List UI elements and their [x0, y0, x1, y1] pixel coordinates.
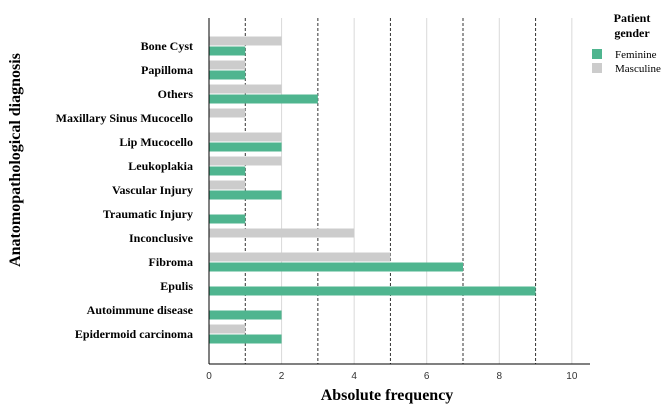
legend-label-feminine: Feminine [615, 49, 657, 61]
bars [209, 36, 536, 344]
bar-feminine-5 [209, 166, 246, 176]
bar-masculine-12 [209, 324, 246, 334]
category-label-9: Fibroma [149, 255, 193, 269]
x-axis-title: Absolute frequency [321, 387, 454, 404]
bar-feminine-11 [209, 310, 282, 320]
category-labels: Bone Cyst Papilloma Others Maxillary Sinus … [56, 39, 194, 341]
category-label-8: Inconclusive [129, 231, 194, 245]
bar-masculine-1 [209, 60, 246, 70]
bar-masculine-8 [209, 228, 355, 238]
category-label-12: Epidermoid carcinoma [75, 327, 193, 341]
bar-masculine-4 [209, 132, 282, 142]
legend: Patient gender Feminine Masculine [592, 11, 661, 75]
category-label-0: Bone Cyst [141, 39, 193, 53]
category-label-1: Papilloma [141, 63, 193, 77]
bar-feminine-4 [209, 142, 282, 152]
bar-feminine-9 [209, 262, 463, 272]
bar-feminine-6 [209, 190, 282, 200]
bar-masculine-3 [209, 108, 246, 118]
bar-feminine-0 [209, 46, 246, 56]
category-label-2: Others [158, 87, 194, 101]
bar-masculine-2 [209, 84, 282, 94]
bar-feminine-2 [209, 94, 318, 104]
bar-feminine-7 [209, 214, 246, 224]
x-tick-label-4: 4 [351, 371, 357, 382]
bar-feminine-1 [209, 70, 246, 80]
category-label-6: Vascular Injury [112, 183, 193, 197]
legend-swatch-masculine [592, 63, 602, 73]
bar-feminine-10 [209, 286, 536, 296]
legend-title: Patient gender [614, 11, 651, 40]
y-axis-title: Anatomopathological diagnosis [7, 53, 24, 267]
bar-masculine-9 [209, 252, 391, 262]
x-tick-label-8: 8 [497, 371, 503, 382]
x-tick-label-6: 6 [424, 371, 430, 382]
x-tick-label-10: 10 [566, 371, 578, 382]
grid-lines [244, 18, 573, 364]
category-label-11: Autoimmune disease [87, 303, 194, 317]
x-tick-labels: 0 2 4 6 8 10 [206, 371, 578, 382]
bar-masculine-6 [209, 180, 246, 190]
bar-masculine-5 [209, 156, 282, 166]
bar-masculine-0 [209, 36, 282, 46]
legend-swatch-feminine [592, 49, 602, 59]
category-label-10: Epulis [160, 279, 193, 293]
category-label-5: Leukoplakia [128, 159, 193, 173]
category-label-7: Traumatic Injury [103, 207, 193, 221]
category-label-3: Maxillary Sinus Mucocello [56, 111, 193, 125]
x-tick-label-2: 2 [279, 371, 285, 382]
legend-label-masculine: Masculine [615, 63, 661, 75]
x-tick-label-0: 0 [206, 371, 212, 382]
category-label-4: Lip Mucocello [119, 135, 193, 149]
axes [208, 18, 590, 365]
bar-feminine-12 [209, 334, 282, 344]
